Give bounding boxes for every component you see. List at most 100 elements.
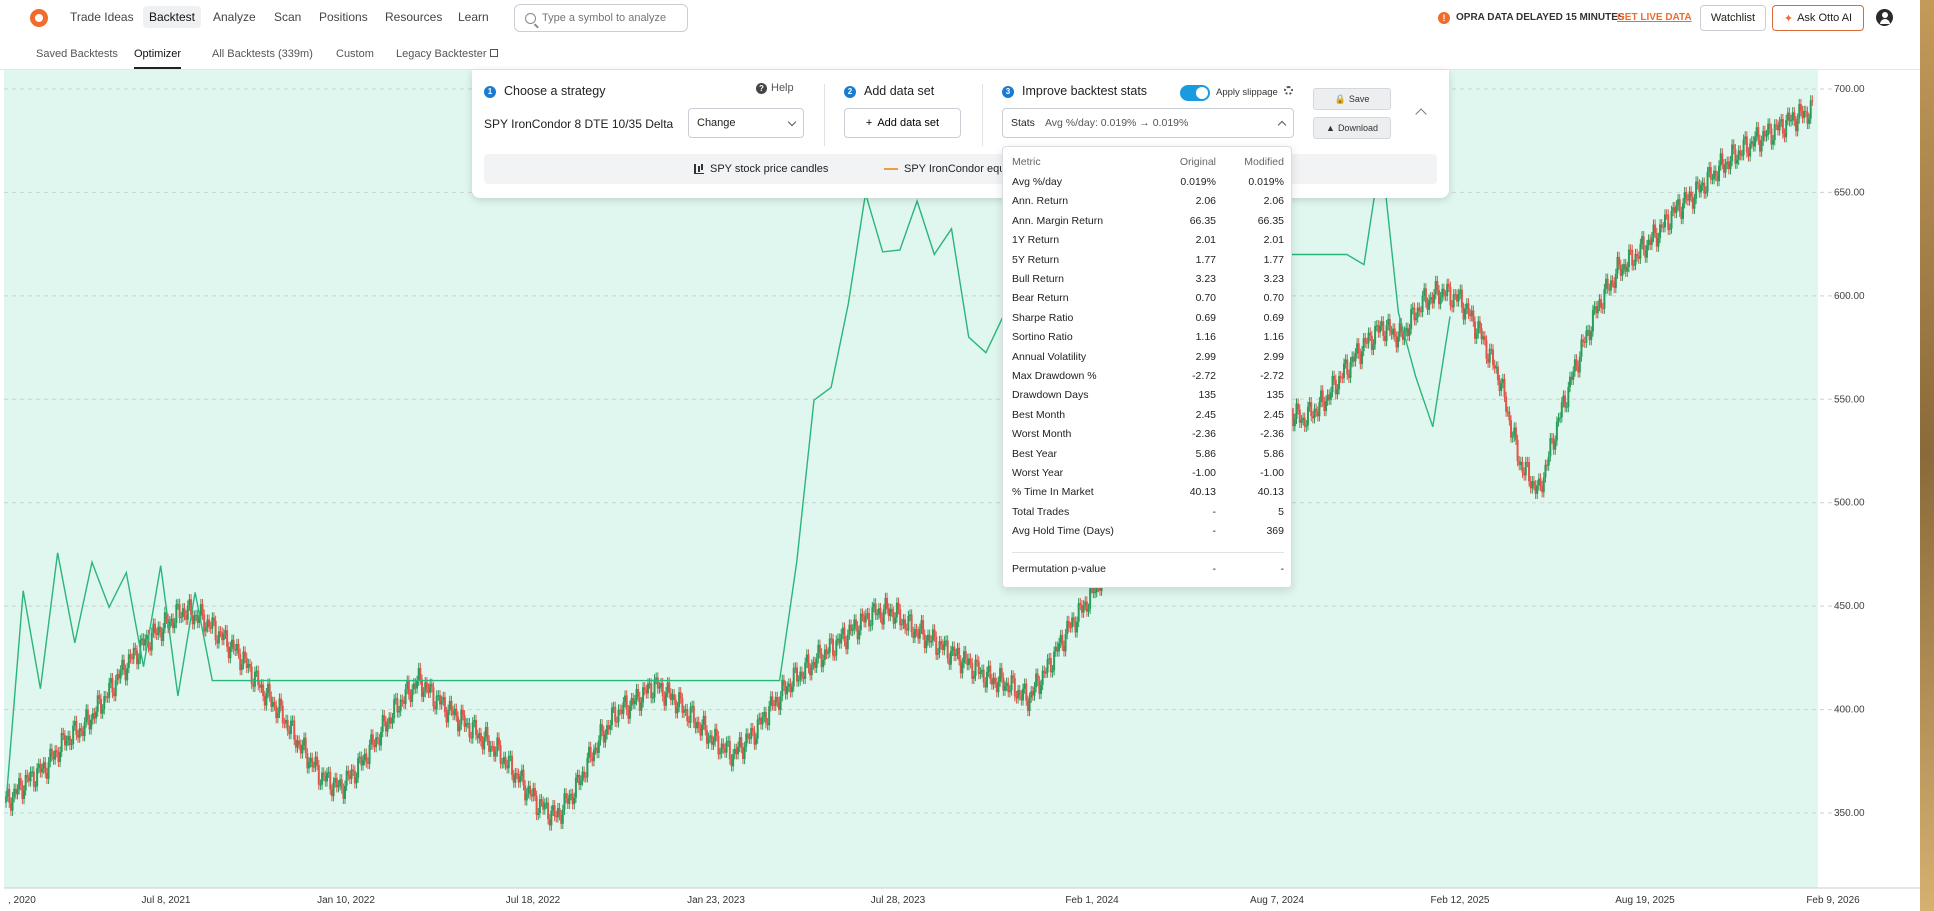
candle	[114, 680, 117, 697]
candle	[594, 747, 597, 750]
candle	[1356, 343, 1359, 354]
nav-scan[interactable]: Scan	[274, 10, 302, 24]
stats-select[interactable]: Stats Avg %/day: 0.019% → 0.019%	[1002, 108, 1294, 138]
help-link[interactable]: ? Help	[756, 82, 794, 94]
legend-equity[interactable]: SPY IronCondor equit	[884, 163, 1011, 175]
tab-legacy-backtester[interactable]: Legacy Backtester	[396, 48, 498, 60]
candle	[96, 695, 99, 712]
stat-metric: Drawdown Days	[1012, 389, 1089, 402]
nav-learn[interactable]: Learn	[458, 10, 489, 24]
candle	[933, 629, 936, 637]
tab-saved-backtests[interactable]: Saved Backtests	[36, 48, 118, 60]
candle	[748, 738, 751, 740]
candle	[95, 711, 98, 719]
save-button[interactable]: 🔒 Save	[1313, 88, 1391, 110]
candle	[424, 682, 427, 693]
user-account-icon[interactable]	[1876, 9, 1893, 26]
candle	[1745, 136, 1748, 153]
candle	[275, 705, 278, 719]
candle	[1675, 205, 1678, 213]
candle	[1686, 199, 1689, 201]
price-chart[interactable]: 350.00 400.00 450.00 500.00 550.00 600.00 650.…	[0, 70, 1920, 911]
candle	[1786, 112, 1789, 121]
ask-otto-button[interactable]: ✦ Ask Otto AI	[1772, 5, 1864, 31]
nav-positions[interactable]: Positions	[319, 10, 368, 24]
candle	[1549, 438, 1552, 457]
candle	[62, 732, 65, 736]
candle	[602, 731, 605, 743]
candle	[1785, 120, 1788, 138]
candle	[258, 685, 261, 688]
stat-original: 2.06	[1195, 195, 1216, 208]
slippage-toggle[interactable]	[1180, 85, 1210, 101]
candle	[1665, 214, 1668, 216]
change-strategy-select[interactable]: Change	[688, 108, 804, 138]
candle	[959, 660, 962, 674]
candle	[696, 721, 699, 729]
candle	[985, 671, 988, 688]
nav-analyze[interactable]: Analyze	[213, 10, 256, 24]
legend-candles[interactable]: SPY stock price candles	[694, 163, 828, 175]
candle	[556, 808, 559, 818]
stats-row: Avg %/day 0.019% 0.019%	[1012, 173, 1284, 192]
candle	[1573, 359, 1576, 372]
nav-trade-ideas[interactable]: Trade Ideas	[70, 10, 134, 24]
candle	[1410, 309, 1413, 330]
candle	[1557, 418, 1560, 422]
collapse-chevron-icon[interactable]	[1415, 108, 1427, 120]
candle	[162, 628, 165, 641]
candle	[1385, 325, 1388, 342]
candle	[586, 757, 589, 778]
tab-custom[interactable]: Custom	[336, 48, 374, 60]
symbol-search[interactable]	[514, 4, 688, 32]
candle	[832, 639, 835, 656]
candle	[905, 628, 908, 631]
stat-modified: 5.86	[1263, 447, 1284, 460]
candle	[54, 750, 57, 760]
candle	[149, 647, 152, 651]
candle	[55, 750, 58, 753]
candle	[1005, 682, 1008, 686]
chart-area[interactable]: 350.00 400.00 450.00 500.00 550.00 600.00 650.…	[0, 70, 1920, 911]
candle	[1003, 685, 1006, 691]
search-input[interactable]	[542, 12, 682, 24]
candle	[976, 659, 979, 662]
candle	[1501, 378, 1504, 384]
candle	[265, 693, 268, 706]
candle	[1732, 144, 1735, 150]
candle	[836, 638, 839, 641]
watchlist-button[interactable]: Watchlist	[1700, 5, 1766, 31]
add-data-set-button[interactable]: + Add data set	[844, 108, 961, 138]
stats-row: Sortino Ratio 1.16 1.16	[1012, 328, 1284, 347]
candle	[108, 683, 111, 698]
candle	[1582, 339, 1585, 342]
candle	[285, 719, 288, 724]
candle	[137, 658, 140, 665]
candle	[1734, 149, 1737, 164]
nav-backtest[interactable]: Backtest	[143, 6, 202, 28]
candle	[1020, 695, 1023, 701]
candle	[317, 765, 320, 785]
candle	[1018, 690, 1021, 696]
gear-icon[interactable]	[1284, 86, 1293, 95]
candle	[1331, 375, 1334, 393]
download-button[interactable]: ▲ Download	[1313, 117, 1391, 139]
candle	[425, 682, 428, 689]
candle	[358, 756, 361, 759]
candle	[1688, 191, 1691, 201]
nav-resources[interactable]: Resources	[385, 10, 443, 24]
candle	[219, 631, 222, 633]
candle	[807, 654, 810, 669]
candle	[1066, 620, 1069, 635]
tab-all-backtests[interactable]: All Backtests (339m)	[212, 48, 313, 60]
candle	[353, 770, 356, 784]
app-logo-icon[interactable]	[30, 9, 48, 27]
candle	[370, 734, 373, 745]
candle	[666, 682, 669, 693]
tab-optimizer[interactable]: Optimizer	[134, 48, 182, 69]
candle	[738, 737, 741, 747]
stat-original: 0.70	[1195, 292, 1216, 305]
candle	[866, 613, 869, 615]
candle	[735, 748, 738, 755]
get-live-data-link[interactable]: GET LIVE DATA	[1617, 12, 1692, 23]
